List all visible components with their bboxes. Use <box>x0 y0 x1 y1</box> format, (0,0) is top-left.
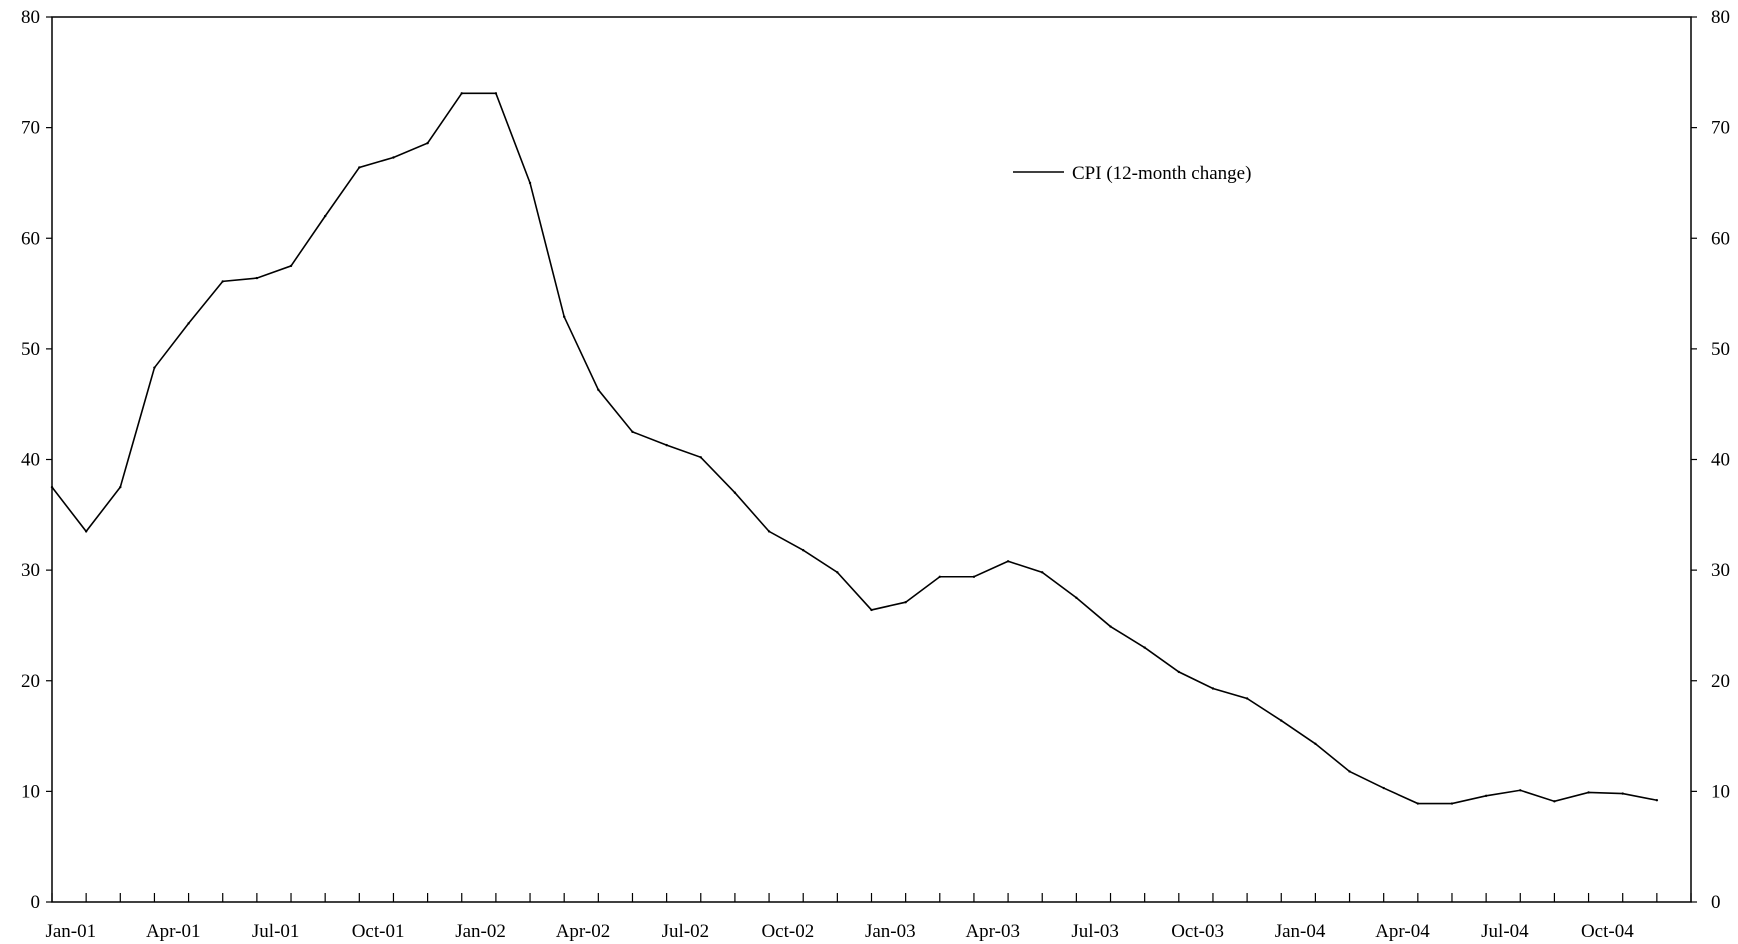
plot-area-frame <box>51 16 1692 903</box>
x-tick-label: Apr-02 <box>556 921 611 942</box>
data-point <box>1211 687 1215 690</box>
data-point <box>323 214 327 218</box>
data-point <box>1348 770 1351 773</box>
data-point <box>938 575 941 578</box>
data-point <box>119 485 122 489</box>
data-point <box>972 575 976 578</box>
data-point <box>1143 646 1146 649</box>
data-point <box>836 571 839 574</box>
data-point <box>1006 560 1010 563</box>
left-y-tick-label: 70 <box>21 118 40 139</box>
right-y-tick-label: 80 <box>1711 7 1730 28</box>
data-point <box>1109 625 1112 628</box>
cpi-series-line <box>51 92 1658 805</box>
right-y-tick-label: 60 <box>1711 228 1730 249</box>
data-point <box>1245 697 1249 700</box>
data-point <box>50 485 54 489</box>
data-point <box>1553 800 1556 803</box>
left-y-tick-label: 80 <box>21 7 40 28</box>
data-point <box>1177 670 1181 674</box>
right-y-tick-label: 30 <box>1711 560 1730 581</box>
data-point <box>733 491 737 494</box>
right-y-tick-label: 0 <box>1711 892 1721 913</box>
data-point <box>1314 742 1317 746</box>
left-y-tick-label: 60 <box>21 228 40 249</box>
left-y-tick-label: 30 <box>21 560 40 581</box>
x-tick-label: Oct-01 <box>352 921 405 942</box>
data-point <box>1416 802 1420 805</box>
data-point <box>528 181 532 185</box>
data-point <box>426 141 429 145</box>
data-point <box>802 549 805 552</box>
data-point <box>1519 789 1522 792</box>
x-tick-label: Jul-01 <box>252 921 300 942</box>
x-tick-label: Jul-04 <box>1481 921 1529 942</box>
x-tick-label: Jan-03 <box>865 921 916 942</box>
right-y-tick-label: 40 <box>1711 450 1730 471</box>
data-point <box>1450 802 1454 805</box>
data-point <box>255 276 259 280</box>
data-point <box>358 166 361 169</box>
left-y-axis: 0 10 20 30 40 50 60 70 80 <box>21 7 52 913</box>
data-point <box>1621 792 1624 795</box>
x-tick-label: Jan-04 <box>1275 921 1326 942</box>
data-point <box>1041 571 1044 574</box>
x-axis: Jan-01 Apr-01 Jul-01 Oct-01 Jan-02 Apr-02 Jul-… <box>45 893 1692 942</box>
left-y-tick-label: 50 <box>21 339 40 360</box>
data-point <box>562 315 566 318</box>
x-tick-label: Jul-02 <box>662 921 710 942</box>
data-point <box>665 443 668 447</box>
left-y-tick-label: 0 <box>31 892 41 913</box>
data-point <box>767 530 771 533</box>
data-point <box>597 388 600 392</box>
x-tick-label: Apr-01 <box>146 921 201 942</box>
data-point <box>1484 794 1488 797</box>
data-point <box>84 530 88 533</box>
data-point <box>392 156 395 159</box>
legend-label: CPI (12-month change) <box>1072 163 1251 184</box>
data-point <box>1587 791 1590 794</box>
x-tick-label: Oct-02 <box>761 921 814 942</box>
x-tick-label: Jul-03 <box>1071 921 1119 942</box>
data-point <box>699 456 702 459</box>
legend: CPI (12-month change) <box>1013 163 1251 184</box>
data-point <box>187 322 190 325</box>
data-point <box>1075 596 1078 599</box>
data-point <box>494 92 498 95</box>
right-y-tick-label: 70 <box>1711 118 1730 139</box>
x-tick-label: Apr-04 <box>1375 921 1430 942</box>
right-y-tick-label: 50 <box>1711 339 1730 360</box>
right-y-axis: 0 10 20 30 40 50 60 70 80 <box>1691 7 1730 913</box>
x-tick-label: Oct-03 <box>1171 921 1224 942</box>
left-y-tick-label: 40 <box>21 450 40 471</box>
data-point <box>1382 786 1385 790</box>
data-point <box>870 608 873 612</box>
x-tick-label: Apr-03 <box>965 921 1020 942</box>
data-point <box>289 264 293 268</box>
data-point <box>460 92 463 95</box>
right-y-tick-label: 20 <box>1711 671 1730 692</box>
x-tick-label: Oct-04 <box>1581 921 1634 942</box>
data-point <box>153 366 156 369</box>
x-tick-label: Jan-01 <box>45 921 96 942</box>
data-point <box>221 280 224 283</box>
data-point <box>904 601 907 604</box>
left-y-tick-label: 10 <box>21 781 40 802</box>
left-y-tick-label: 20 <box>21 671 40 692</box>
data-point <box>1280 719 1283 722</box>
x-tick-label: Jan-02 <box>455 921 506 942</box>
right-y-tick-label: 10 <box>1711 781 1730 802</box>
data-point <box>631 430 634 434</box>
series-points <box>50 92 1659 805</box>
data-point <box>1655 799 1659 802</box>
